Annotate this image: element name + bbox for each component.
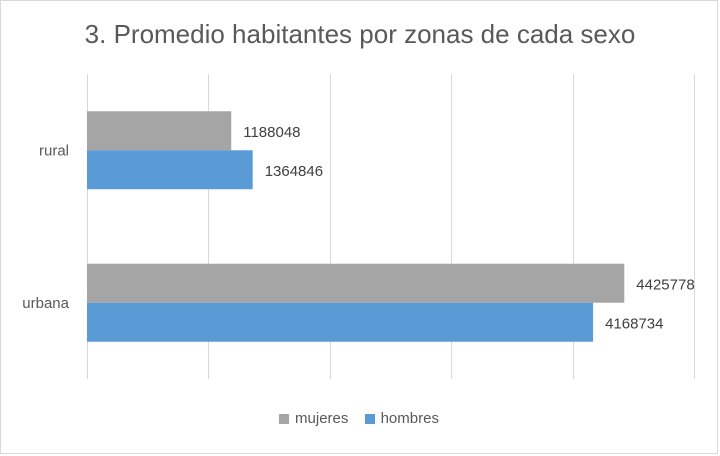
data-label-hombres-urbana: 4168734 xyxy=(605,315,663,332)
legend-label-hombres: hombres xyxy=(380,410,439,427)
legend-swatch-hombres xyxy=(364,413,375,424)
legend-label-mujeres: mujeres xyxy=(295,410,349,427)
chart-title: 3. Promedio habitantes por zonas de cada… xyxy=(84,19,636,49)
legend-swatch-mujeres xyxy=(279,413,290,424)
legend-item-hombres: hombres xyxy=(364,410,439,427)
legend: mujeres hombres xyxy=(0,410,718,428)
data-label-mujeres-rural: 1188048 xyxy=(243,124,300,141)
data-label-hombres-rural: 1364846 xyxy=(265,163,323,180)
bar-hombres-rural xyxy=(87,150,253,190)
bar-hombres-urbana xyxy=(87,302,594,342)
legend-item-mujeres: mujeres xyxy=(279,410,348,427)
bar-mujeres-rural xyxy=(87,111,232,151)
category-label-urbana: urbana xyxy=(22,295,69,312)
bar-mujeres-urbana xyxy=(87,263,625,303)
category-label-rural: rural xyxy=(39,142,69,159)
data-label-mujeres-urbana: 4425778 xyxy=(636,276,694,293)
